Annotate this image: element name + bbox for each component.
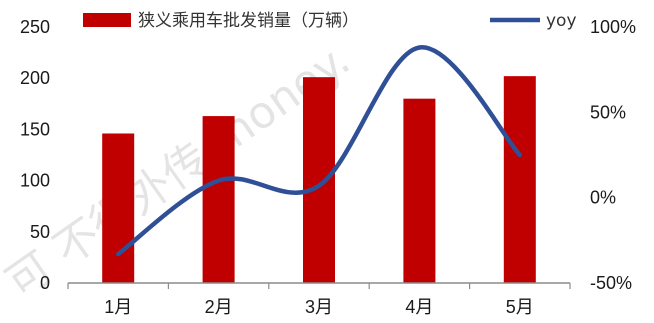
right-tick-label: -50% <box>590 273 632 293</box>
bar <box>403 98 436 284</box>
left-tick-label: 250 <box>20 17 50 37</box>
left-tick-label: 100 <box>20 171 50 191</box>
left-tick-label: 200 <box>20 68 50 88</box>
right-tick-label: 0% <box>590 188 616 208</box>
left-tick-label: 50 <box>30 222 50 242</box>
legend-bar-label: 狭义乘用车批发销量（万辆） <box>138 11 359 31</box>
yoy-line <box>115 45 523 257</box>
legend: 狭义乘用车批发销量（万辆） yoy <box>83 11 577 31</box>
left-axis-ticks: 0 50 100 150 200 250 <box>20 17 50 293</box>
x-tick-label: 2月 <box>205 297 233 317</box>
x-axis-ticks: 1月 2月 3月 4月 5月 <box>104 297 534 317</box>
bar <box>303 77 335 284</box>
left-tick-label: 0 <box>40 273 50 293</box>
line-series <box>115 45 523 257</box>
bar <box>102 133 135 283</box>
x-tick-label: 5月 <box>506 297 534 317</box>
x-tick-label: 3月 <box>305 297 333 317</box>
bar <box>503 76 536 283</box>
bar-series <box>102 76 536 284</box>
right-tick-label: 50% <box>590 102 626 122</box>
x-tick-label: 4月 <box>405 297 433 317</box>
right-axis-ticks: -50% 0% 50% 100% <box>590 17 636 293</box>
axes <box>67 282 571 289</box>
legend-line-label: yoy <box>546 11 577 31</box>
left-tick-label: 150 <box>20 119 50 139</box>
bar <box>202 116 235 283</box>
legend-bar-swatch <box>83 13 131 27</box>
right-tick-label: 100% <box>590 17 636 37</box>
x-tick-label: 1月 <box>104 297 132 317</box>
